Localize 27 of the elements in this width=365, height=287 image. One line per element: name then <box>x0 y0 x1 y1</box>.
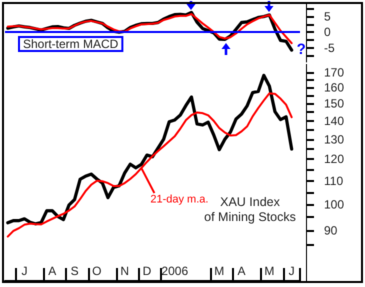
y-tick-label: 170 <box>324 66 344 80</box>
y-tick-label: 150 <box>324 96 344 111</box>
x-tick-label: N <box>120 264 130 278</box>
x-tick-label: A <box>48 264 56 278</box>
line-series <box>6 74 294 226</box>
y-tick-label: 0 <box>324 25 331 40</box>
y-tick-label: 110 <box>324 174 344 188</box>
x-tick-label: M <box>214 264 224 278</box>
y-tick-label: -5 <box>324 40 335 55</box>
x-tick-label: J <box>288 264 295 278</box>
x-tick-label: A <box>238 264 246 278</box>
y-tick-label: 140 <box>324 114 344 128</box>
x-tick-label: J <box>21 264 28 278</box>
y-tick-label: 5 <box>324 10 331 24</box>
y-tick-label: 130 <box>324 132 344 146</box>
legend-label: 21-day m.a. <box>150 194 208 206</box>
x-tick-label: M <box>264 264 274 278</box>
y-tick-label: 90 <box>324 224 338 238</box>
x-tick-label: D <box>142 264 152 278</box>
x-tick-label: S <box>70 264 79 278</box>
annotation: ? <box>296 41 306 58</box>
x-tick-label: O <box>92 264 102 278</box>
text: Short-term MACD <box>23 37 119 51</box>
y-tick-label: 160 <box>324 80 344 95</box>
y-tick-label: 100 <box>324 197 344 212</box>
x-tick-label: 2006 <box>161 264 188 278</box>
y-tick-label: 120 <box>324 152 344 166</box>
